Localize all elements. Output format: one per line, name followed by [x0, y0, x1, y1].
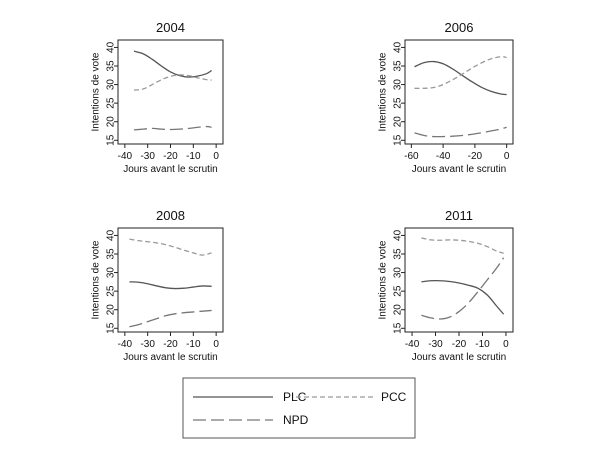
x-tick-label: -10 [186, 151, 201, 162]
y-tick-label: 25 [106, 285, 117, 297]
x-tick-label: -20 [468, 151, 483, 162]
y-tick-label: 15 [393, 134, 404, 146]
y-tick-label: 20 [393, 116, 404, 128]
x-axis-label: Jours avant le scrutin [123, 164, 218, 175]
x-tick-label: -40 [405, 339, 420, 350]
panel-2004: 2004 15 20 25 30 35 40 -40 -30 -20 -10 0 Jours avant… [91, 20, 224, 175]
legend-box [182, 377, 416, 439]
y-axis-label: Intentions de vote [378, 52, 389, 131]
series-line-pcc [421, 237, 504, 254]
x-tick-label: -10 [186, 339, 201, 350]
y-tick-label: 25 [393, 285, 404, 297]
x-axis-label: Jours avant le scrutin [412, 352, 507, 363]
x-tick-label: -30 [428, 339, 443, 350]
x-axis-label: Jours avant le scrutin [123, 352, 218, 363]
y-tick-label: 30 [393, 79, 404, 91]
panel-title: 2004 [156, 20, 185, 35]
panel-2006: 2006 15 20 25 30 35 40 -60 -40 -20 0 Jours avant le… [378, 20, 514, 175]
series-line-plc [129, 281, 212, 290]
y-tick-label: 35 [393, 60, 404, 72]
x-tick-label: -40 [436, 151, 451, 162]
panel-2011: 2011 15 20 25 30 35 40 -40 -30 -20 -10 0 Jours avant… [378, 208, 514, 363]
plot-frame [117, 39, 224, 145]
y-axis-label: Intentions de vote [91, 240, 102, 319]
panel-2008: 2008 15 20 25 30 35 40 -40 -30 -20 -10 0 Jours avant… [91, 208, 224, 363]
x-axis-label: Jours avant le scrutin [412, 164, 507, 175]
y-axis-label: Intentions de vote [378, 240, 389, 319]
x-tick-label: -20 [452, 339, 467, 350]
series-line-pcc [129, 238, 212, 256]
y-tick-label: 30 [393, 267, 404, 279]
panel-title: 2008 [156, 208, 185, 223]
x-tick-label: -60 [404, 151, 419, 162]
y-tick-label: 40 [393, 229, 404, 241]
series-line-pcc [414, 56, 507, 89]
y-tick-label: 20 [106, 304, 117, 316]
x-tick-label: 0 [503, 339, 509, 350]
y-tick-label: 20 [106, 116, 117, 128]
y-tick-label: 15 [393, 322, 404, 334]
x-tick-label: -30 [140, 339, 155, 350]
legend-label-pcc: PCC [381, 390, 407, 404]
panel-title: 2011 [445, 208, 473, 223]
plot-frame [404, 227, 514, 333]
series-line-plc [414, 60, 507, 96]
y-tick-label: 25 [106, 97, 117, 109]
series-line-plc [133, 50, 212, 78]
legend: PLC PCC NPD [182, 377, 416, 439]
y-tick-label: 35 [106, 60, 117, 72]
y-axis-label: Intentions de vote [91, 52, 102, 131]
x-tick-label: 0 [504, 151, 510, 162]
legend-label-npd: NPD [283, 413, 309, 427]
x-tick-label: 0 [213, 151, 219, 162]
y-tick-label: 40 [393, 41, 404, 53]
x-tick-label: -20 [163, 339, 178, 350]
y-tick-label: 15 [106, 322, 117, 334]
plot-frame [404, 39, 514, 145]
y-tick-label: 25 [393, 97, 404, 109]
panels: 2004 15 20 25 30 35 40 -40 -30 -20 -10 0 Jours avant… [91, 20, 514, 363]
y-tick-label: 40 [106, 41, 117, 53]
x-tick-label: -20 [163, 151, 178, 162]
series-line-plc [421, 279, 505, 315]
x-tick-label: -30 [140, 151, 155, 162]
series-line-npd [421, 257, 505, 320]
y-tick-label: 15 [106, 134, 117, 146]
x-tick-label: -10 [475, 339, 490, 350]
legend-label-plc: PLC [283, 390, 307, 404]
y-tick-label: 40 [106, 229, 117, 241]
series-line-npd [414, 126, 507, 138]
x-tick-label: -40 [118, 151, 133, 162]
series-line-npd [129, 309, 212, 328]
y-tick-label: 20 [393, 304, 404, 316]
x-tick-label: -40 [118, 339, 133, 350]
y-tick-label: 30 [106, 79, 117, 91]
y-tick-label: 35 [106, 248, 117, 260]
series-line-pcc [133, 74, 212, 91]
series-line-npd [133, 125, 212, 131]
y-tick-label: 35 [393, 248, 404, 260]
y-tick-label: 30 [106, 267, 117, 279]
panel-title: 2006 [445, 20, 474, 35]
plot-frame [117, 227, 224, 333]
x-tick-label: 0 [213, 339, 219, 350]
